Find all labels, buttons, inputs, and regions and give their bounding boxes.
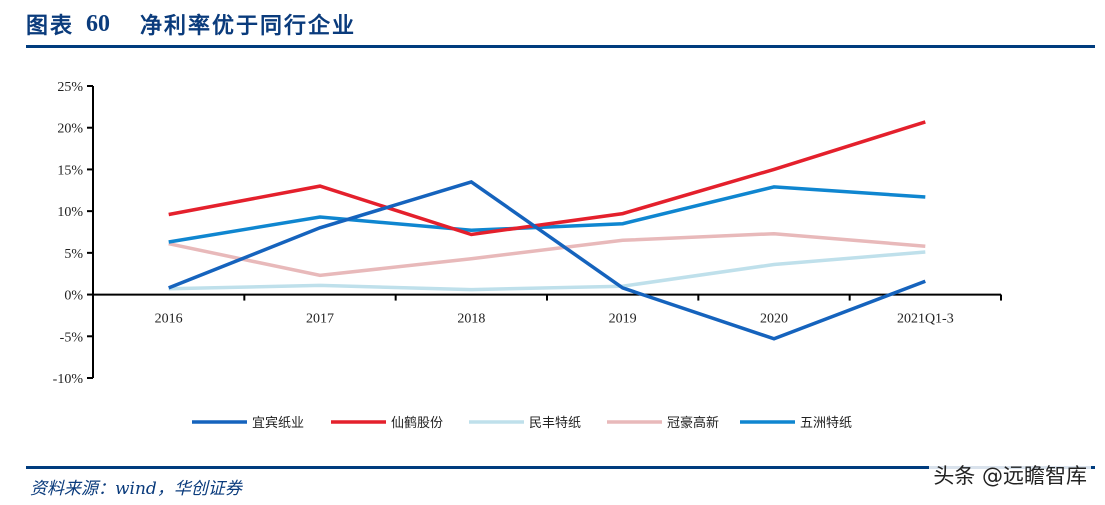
series-line-1 [168,120,926,237]
watermark: 头条 @远瞻智库 [929,460,1091,490]
y-tick-label: -10% [53,372,84,387]
y-tick-label: 5% [64,247,83,262]
header-rule [26,45,1095,48]
y-tick-label: 10% [57,205,83,220]
y-tick-label: 20% [57,122,83,137]
y-tick-label: 0% [64,289,83,304]
x-tick-label: 2018 [457,312,485,327]
legend-label-2: 民丰特纸 [529,416,581,431]
legend-label-3: 冠豪高新 [667,415,719,431]
series-line-0 [168,179,926,341]
y-tick-label: -5% [60,330,84,345]
axes: -10% -5% 0% 5% 10% 15% 20% 25% 2016 2017 2018 2019 2… [53,80,1002,387]
legend-label-0: 宜宾纸业 [252,415,304,431]
series-line-2 [168,250,926,292]
figure-label: 图表 [26,13,75,39]
y-tick-label: 15% [57,163,83,178]
x-tick-label: 2021Q1-3 [897,312,954,327]
x-tick-label: 2020 [760,312,788,327]
series-line-3 [168,231,926,278]
x-tick-label: 2019 [609,312,637,327]
legend: 宜宾纸业 仙鹤股份 民丰特纸 冠豪高新 五洲特纸 [192,415,852,431]
series-layer [168,120,926,341]
legend-label-4: 五洲特纸 [800,416,852,431]
figure-title: 净利率优于同行企业 [140,13,357,39]
x-tick-label: 2016 [155,312,183,327]
figure-header: 图表 60 净利率优于同行企业 [26,8,356,40]
figure-number: 60 [86,10,111,37]
footer-rule [26,466,1095,469]
legend-label-1: 仙鹤股份 [391,415,443,431]
source-note: 资料来源：wind，华创证券 [30,479,242,499]
y-tick-label: 25% [57,80,83,95]
series-line-4 [168,185,926,244]
x-tick-label: 2017 [306,312,334,327]
